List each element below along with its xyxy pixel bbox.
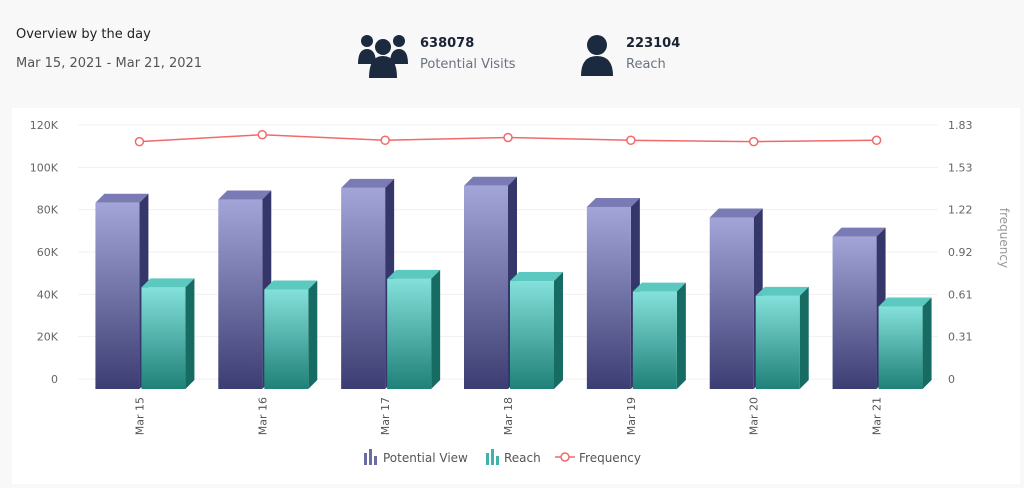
stat-potential-visits: 638078 Potential Visits [358, 34, 516, 78]
bar-top [709, 208, 763, 218]
y-tick-label: 100K [30, 161, 59, 174]
bar-top [464, 176, 517, 186]
y-tick-label: 120K [30, 119, 59, 132]
bar-top [387, 269, 441, 279]
frequency-point [748, 136, 759, 147]
bar-potential-view [586, 206, 631, 389]
bar-side [308, 280, 318, 389]
bar-potential-view [95, 202, 140, 389]
bar-reach [632, 291, 677, 389]
bar-top [878, 297, 932, 307]
bar-side [922, 297, 932, 389]
y2-tick-label: 1.83 [948, 119, 973, 132]
bar-reach [141, 287, 186, 389]
bar-potential-view [709, 217, 754, 389]
bar-reach [878, 306, 923, 389]
bar-side [799, 286, 809, 389]
stat-value: 223104 [626, 36, 681, 51]
bar-top [510, 272, 563, 282]
frequency-point [134, 136, 145, 147]
stat-label: Reach [626, 57, 666, 72]
bar-side [185, 278, 195, 389]
bar-potential-view [341, 187, 386, 389]
frequency-point [503, 132, 513, 143]
x-tick-label: Mar 17 [379, 397, 392, 435]
chart-title: Overview by the day [16, 27, 151, 42]
y-tick-label: 60K [37, 246, 59, 259]
bar-potential-view [832, 236, 877, 389]
y2-tick-label: 1.22 [948, 204, 973, 217]
y2-tick-label: 0 [948, 373, 955, 386]
x-tick-label: Mar 19 [625, 397, 638, 435]
frequency-point [257, 129, 268, 140]
legend-label: Frequency [579, 451, 641, 465]
y-tick-label: 40K [37, 288, 59, 301]
bar-reach [755, 295, 800, 389]
bar-top [586, 197, 640, 207]
bar-top [755, 286, 809, 296]
bar-reach [387, 278, 432, 389]
bar-top [218, 190, 272, 200]
x-tick-label: Mar 20 [748, 397, 761, 435]
y-tick-label: 20K [37, 331, 59, 344]
stat-label: Potential Visits [420, 57, 516, 72]
bar-top [632, 282, 686, 292]
legend-item-potential-view[interactable]: Potential View [364, 449, 468, 465]
frequency-point [626, 135, 636, 146]
y2-tick-label: 0.61 [948, 288, 973, 301]
chart-card: frequency 0 0 20K 0.31 40K 0.61 60K 0.92 80K 1.22… [12, 108, 1020, 484]
legend-label: Potential View [383, 451, 468, 465]
stat-reach: 223104 Reach [580, 34, 680, 76]
bar-potential-view [218, 199, 263, 389]
user-icon [581, 35, 613, 76]
y2-axis-label: frequency [997, 208, 1011, 268]
bar-top [341, 178, 395, 188]
legend-label: Reach [504, 451, 541, 465]
y-tick-label: 80K [37, 204, 59, 217]
bar-top [264, 280, 318, 290]
y2-tick-label: 1.53 [948, 161, 973, 174]
bar-side [676, 282, 686, 389]
bar-side [554, 272, 563, 389]
group-icon [358, 35, 408, 78]
bar-reach [510, 281, 554, 389]
legend: Potential View Reach Frequency [364, 449, 641, 465]
legend-item-reach[interactable]: Reach [486, 449, 541, 465]
bar-top [95, 193, 149, 203]
frequency-point [871, 135, 882, 146]
y2-tick-label: 0.92 [948, 246, 973, 259]
bar-reach [264, 289, 309, 389]
y-tick-label: 0 [51, 373, 58, 386]
x-tick-label: Mar 18 [502, 397, 515, 435]
y2-tick-label: 0.31 [948, 331, 973, 344]
frequency-point [380, 135, 390, 146]
bar-top [832, 227, 886, 237]
bar-line-chart: frequency 0 0 20K 0.31 40K 0.61 60K 0.92 80K 1.22… [30, 119, 1011, 465]
stat-value: 638078 [420, 36, 475, 51]
date-range: Mar 15, 2021 - Mar 21, 2021 [16, 56, 203, 71]
bar-top [141, 278, 195, 288]
x-tick-label: Mar 16 [256, 397, 269, 435]
x-tick-label: Mar 15 [133, 397, 146, 435]
x-tick-label: Mar 21 [871, 397, 884, 435]
legend-item-frequency[interactable]: Frequency [555, 451, 641, 465]
bar-potential-view [464, 185, 508, 389]
bar-side [431, 269, 441, 389]
